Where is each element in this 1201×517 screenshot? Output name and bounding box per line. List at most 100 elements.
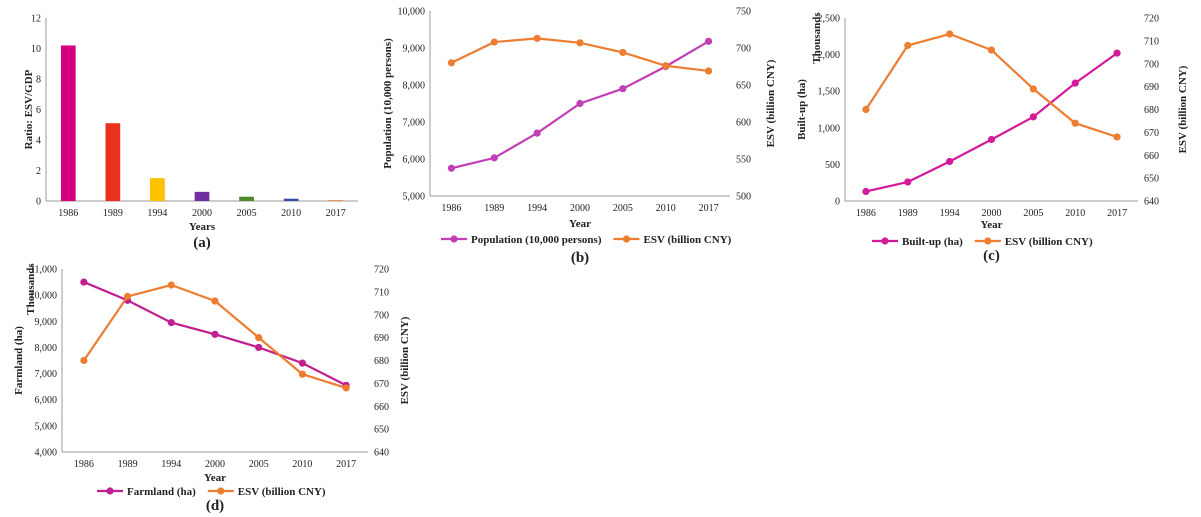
y2-tick-label: 550 xyxy=(736,155,751,166)
series-2-point-2017 xyxy=(1113,133,1121,141)
series-2-point-2000 xyxy=(987,46,996,54)
x-tick-label: 2005 xyxy=(1023,208,1043,219)
chart-panel-3: 0 500 1,000 1,500 2,000 2,500 640 650 660 670 680 6… xyxy=(796,12,1189,264)
x-tick-label: 1994 xyxy=(527,203,547,214)
y-tick-label: 0 xyxy=(835,197,840,208)
panel-label: (b) xyxy=(571,250,589,266)
y-tick-label: 1,000 xyxy=(818,123,841,134)
y-tick-label: 1,500 xyxy=(818,87,841,98)
series-2-point-2000 xyxy=(576,39,584,47)
y-tick-label: 11,000 xyxy=(30,265,57,276)
series-1-point-2010 xyxy=(298,359,307,367)
x-axis-title: Year xyxy=(981,219,1003,231)
bar-1989 xyxy=(105,123,121,201)
series-2-point-1989 xyxy=(904,41,912,50)
series-1-point-1986 xyxy=(447,164,456,172)
y-tick-label: 10,000 xyxy=(30,291,58,302)
y2-tick-label: 700 xyxy=(1144,59,1159,70)
x-tick-label: 1989 xyxy=(484,203,504,214)
x-tick-label: 2000 xyxy=(205,459,225,470)
series-1-point-2000 xyxy=(987,135,996,144)
y2-tick-label: 660 xyxy=(1144,151,1159,162)
series-1-point-2005 xyxy=(1029,113,1037,121)
series-1-point-2000 xyxy=(576,99,584,108)
y-axis-title: Built-up (ha) xyxy=(796,79,808,140)
x-tick-label: 2010 xyxy=(292,459,312,470)
y-axis-title: Farmland (ha) xyxy=(13,326,25,395)
series-2-point-2017 xyxy=(704,67,713,75)
y2-tick-label: 650 xyxy=(736,81,751,92)
chart-panel-4: 4,000 5,000 6,000 7,000 8,000 9,000 10,000 11,0… xyxy=(13,263,411,514)
x-axis-title: Year xyxy=(569,218,591,230)
y2-tick-label: 640 xyxy=(1144,197,1159,208)
x-tick-label: 2000 xyxy=(192,208,212,219)
series-2-point-1994 xyxy=(167,281,175,289)
y2-tick-label: 660 xyxy=(374,402,389,413)
x-tick-label: 1986 xyxy=(441,203,461,214)
x-tick-label: 2017 xyxy=(326,208,346,219)
series-2-point-2005 xyxy=(619,48,627,57)
y2-tick-label: 750 xyxy=(736,7,751,18)
bar-2010 xyxy=(283,198,299,201)
series-1-point-2000 xyxy=(211,330,219,338)
y-tick-label: 4,000 xyxy=(35,448,58,459)
series-1-point-1994 xyxy=(167,318,175,327)
x-tick-label: 2017 xyxy=(336,459,356,470)
y2-tick-label: 710 xyxy=(374,287,389,298)
y-axis-title: Ratio: ESV/GDP xyxy=(23,69,35,149)
y2-axis-title: ESV (billion CNY) xyxy=(765,59,777,147)
series-1-point-1989 xyxy=(904,178,912,186)
y-tick-label: 12 xyxy=(31,14,41,25)
legend-swatch-marker xyxy=(106,487,114,495)
x-axis-title: Year xyxy=(204,472,226,484)
y-tick-label: 8,000 xyxy=(35,343,58,354)
y-tick-label: 7,000 xyxy=(35,369,58,380)
bar-2005 xyxy=(239,196,254,201)
y-tick-label: 500 xyxy=(825,160,840,171)
x-tick-label: 2010 xyxy=(656,203,676,214)
legend-entry: ESV (billion CNY) xyxy=(238,486,326,498)
panel-label: (a) xyxy=(193,235,211,251)
series-1-point-2017 xyxy=(704,37,713,45)
legend-swatch-marker xyxy=(622,235,631,243)
y-tick-label: 9,000 xyxy=(35,317,58,328)
x-tick-label: 1994 xyxy=(940,208,960,219)
y2-tick-label: 700 xyxy=(736,44,751,55)
series-2-point-1994 xyxy=(533,34,541,42)
y-tick-label: 2,000 xyxy=(818,50,841,61)
y2-tick-label: 720 xyxy=(1144,14,1159,25)
series-1-point-1994 xyxy=(533,129,541,137)
y-tick-label: 5,000 xyxy=(35,421,58,432)
y2-tick-label: 680 xyxy=(374,356,389,367)
y-tick-label: 8 xyxy=(36,75,41,86)
x-tick-label: 1994 xyxy=(161,459,181,470)
panel-label: (c) xyxy=(983,248,1000,264)
series-2-point-1986 xyxy=(80,356,88,365)
legend-entry: Built-up (ha) xyxy=(902,236,963,248)
x-tick-label: 1986 xyxy=(74,459,94,470)
series-1-point-2005 xyxy=(255,343,263,352)
series-1-point-1986 xyxy=(862,187,870,196)
y-tick-label: 4 xyxy=(36,136,41,147)
y2-axis-title: ESV (billion CNY) xyxy=(1177,65,1189,153)
y-tick-label: 7,000 xyxy=(403,118,426,129)
y2-tick-label: 670 xyxy=(374,379,389,390)
panel-label: (d) xyxy=(206,498,224,514)
x-axis-title: Years xyxy=(189,221,216,233)
y-tick-label: 10,000 xyxy=(398,7,426,18)
chart-panel-1: 0 2 4 6 8 10 12 1986 1989 1994 2000 2005 2010 2017 Yea… xyxy=(23,14,358,251)
series-2-point-2005 xyxy=(255,334,263,342)
series-2-point-2010 xyxy=(662,62,670,70)
series-2-point-2010 xyxy=(298,370,307,378)
x-tick-label: 2000 xyxy=(570,203,590,214)
series-1-point-1994 xyxy=(946,157,954,166)
y2-tick-label: 600 xyxy=(736,118,751,129)
series-1-point-1989 xyxy=(490,154,498,162)
y-axis-unit: Thousands xyxy=(811,12,823,64)
x-tick-label: 1989 xyxy=(103,208,123,219)
y-tick-label: 6,000 xyxy=(35,395,58,406)
series-2-point-1986 xyxy=(447,59,456,67)
series-2-point-2000 xyxy=(211,297,219,305)
series-2-point-2010 xyxy=(1071,119,1079,127)
